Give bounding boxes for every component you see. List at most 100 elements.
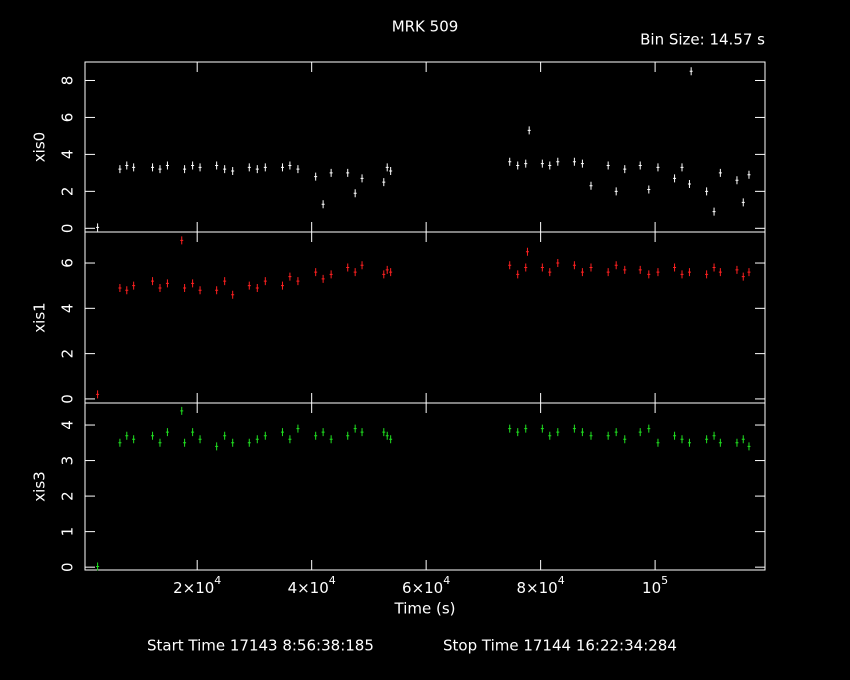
- data-point: [548, 268, 552, 277]
- data-point: [623, 435, 627, 444]
- data-point: [96, 223, 100, 232]
- data-point: [288, 435, 292, 444]
- data-point: [389, 435, 393, 444]
- data-point: [656, 163, 660, 172]
- data-point: [223, 165, 227, 174]
- y-tick-label: 4: [59, 150, 77, 160]
- data-point: [680, 163, 684, 172]
- data-point: [687, 438, 691, 447]
- data-point: [151, 163, 155, 172]
- data-point: [735, 176, 739, 185]
- data-point: [747, 268, 751, 277]
- data-point: [353, 189, 357, 198]
- data-point: [385, 265, 389, 274]
- data-point: [548, 431, 552, 440]
- data-point: [705, 435, 709, 444]
- data-point: [231, 290, 235, 299]
- data-point: [151, 277, 155, 286]
- x-tick-exponent: 4: [443, 574, 450, 587]
- y-tick-label: 0: [59, 394, 77, 404]
- data-point: [118, 165, 122, 174]
- y-axis-label: xis3: [31, 471, 49, 501]
- data-point: [346, 168, 350, 177]
- y-tick-label: 0: [59, 224, 77, 234]
- data-point: [680, 435, 684, 444]
- panel-frame: [84, 402, 766, 571]
- data-point: [572, 157, 576, 166]
- y-tick-label: 6: [59, 113, 77, 123]
- data-point: [180, 236, 184, 245]
- data-point: [125, 161, 129, 170]
- data-point: [165, 161, 169, 170]
- data-point: [508, 261, 512, 270]
- data-point: [589, 431, 593, 440]
- data-point: [524, 159, 528, 168]
- data-point: [712, 431, 716, 440]
- data-point: [673, 174, 677, 183]
- data-point: [540, 424, 544, 433]
- data-point: [673, 263, 677, 272]
- data-point: [382, 178, 386, 187]
- data-point: [735, 438, 739, 447]
- data-point: [96, 390, 100, 399]
- data-point: [389, 268, 393, 277]
- data-point: [589, 263, 593, 272]
- data-point: [516, 428, 520, 437]
- data-point: [580, 268, 584, 277]
- data-point: [524, 263, 528, 272]
- data-point: [125, 286, 129, 295]
- stop-time: Stop Time 17144 16:22:34:284: [443, 637, 677, 655]
- data-point: [638, 161, 642, 170]
- data-point: [712, 263, 716, 272]
- data-point: [385, 431, 389, 440]
- data-point: [527, 126, 531, 135]
- data-point: [614, 261, 618, 270]
- data-point: [132, 435, 136, 444]
- data-point: [747, 442, 751, 451]
- data-point: [572, 424, 576, 433]
- data-point: [132, 281, 136, 290]
- x-tick-label: 8×104: [517, 574, 565, 597]
- data-point: [329, 270, 333, 279]
- data-point: [151, 431, 155, 440]
- data-point: [321, 428, 325, 437]
- x-tick-mantissa: 8×10: [517, 579, 558, 597]
- data-point: [165, 279, 169, 288]
- data-point: [296, 165, 300, 174]
- data-point: [263, 277, 267, 286]
- data-point: [508, 157, 512, 166]
- data-point: [255, 435, 259, 444]
- data-point: [321, 274, 325, 283]
- y-tick-label: 3: [59, 456, 77, 466]
- data-point: [647, 185, 651, 194]
- data-point: [96, 562, 100, 571]
- data-point: [614, 428, 618, 437]
- x-tick-mantissa: 4×10: [288, 579, 329, 597]
- data-point: [623, 165, 627, 174]
- data-point: [718, 438, 722, 447]
- x-tick-mantissa: 6×10: [402, 579, 443, 597]
- x-tick-mantissa: 10: [642, 579, 661, 597]
- data-point: [360, 428, 364, 437]
- data-point: [606, 161, 610, 170]
- data-point: [255, 283, 259, 292]
- data-point: [353, 424, 357, 433]
- data-point: [158, 165, 162, 174]
- data-point: [705, 187, 709, 196]
- data-point: [623, 265, 627, 274]
- y-tick-label: 0: [59, 562, 77, 572]
- data-point: [540, 263, 544, 272]
- y-tick-label: 1: [59, 527, 77, 537]
- data-point: [231, 167, 235, 176]
- data-point: [680, 270, 684, 279]
- data-point: [705, 270, 709, 279]
- data-point: [198, 163, 202, 172]
- data-point: [280, 428, 284, 437]
- data-point: [314, 268, 318, 277]
- data-point: [712, 207, 716, 216]
- data-point: [673, 431, 677, 440]
- data-point: [614, 187, 618, 196]
- data-point: [191, 428, 195, 437]
- data-point: [741, 435, 745, 444]
